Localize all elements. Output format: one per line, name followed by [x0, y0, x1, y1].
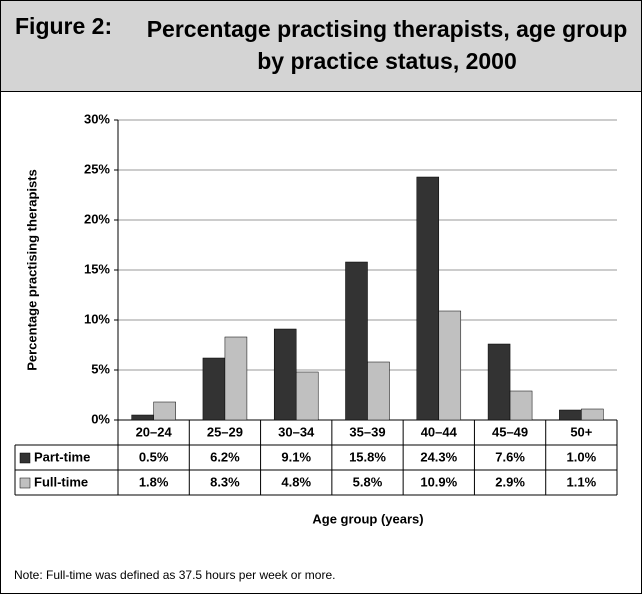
y-tick-label: 0% [91, 411, 110, 426]
data-label: 10.9% [420, 474, 457, 489]
bar [153, 401, 176, 421]
bar [367, 361, 390, 421]
x-axis-label: Age group (years) [312, 511, 423, 526]
bar [487, 343, 511, 421]
x-tick-label: 20–24 [136, 424, 173, 439]
bar [202, 357, 226, 421]
x-tick-label: 45–49 [492, 424, 528, 439]
legend-label: Part-time [34, 449, 90, 464]
data-label: 1.1% [567, 474, 597, 489]
data-label: 4.8% [281, 474, 311, 489]
data-label: 7.6% [495, 449, 525, 464]
figure-label: Figure 2: [15, 13, 113, 39]
data-label: 1.0% [567, 449, 597, 464]
data-label: 2.9% [495, 474, 525, 489]
data-label: 8.3% [210, 474, 240, 489]
data-label: 15.8% [349, 449, 386, 464]
y-tick-label: 20% [84, 211, 110, 226]
legend-swatch [19, 477, 31, 489]
bar [559, 409, 582, 421]
note: Note: Full-time was defined as 37.5 hour… [14, 568, 335, 582]
chart-title: Percentage practising therapists, age gr… [146, 16, 628, 74]
bar [345, 261, 368, 421]
x-tick-label: 25–29 [207, 424, 243, 439]
bar [438, 310, 462, 421]
y-tick-label: 5% [91, 361, 110, 376]
y-axis-label: Percentage practising therapists [24, 169, 39, 371]
header: Figure 2: Percentage practising therapis… [0, 0, 642, 92]
y-tick-label: 30% [84, 111, 110, 126]
bar [295, 371, 319, 421]
x-tick-label: 40–44 [421, 424, 458, 439]
data-label: 0.5% [139, 449, 169, 464]
x-tick-label: 50+ [570, 424, 592, 439]
legend-swatch [19, 452, 31, 464]
data-label: 9.1% [281, 449, 311, 464]
x-tick-label: 30–34 [278, 424, 315, 439]
bar [581, 408, 604, 421]
bar [416, 176, 440, 421]
data-label: 6.2% [210, 449, 240, 464]
bar [509, 390, 533, 421]
data-label: 24.3% [420, 449, 457, 464]
data-label: 1.8% [139, 474, 169, 489]
x-tick-label: 35–39 [349, 424, 385, 439]
y-tick-label: 15% [84, 261, 110, 276]
bar [131, 414, 154, 421]
y-tick-label: 10% [84, 311, 110, 326]
legend-label: Full-time [34, 474, 88, 489]
y-tick-label: 25% [84, 161, 110, 176]
bar [224, 336, 248, 421]
bar [273, 328, 297, 421]
data-label: 5.8% [353, 474, 383, 489]
